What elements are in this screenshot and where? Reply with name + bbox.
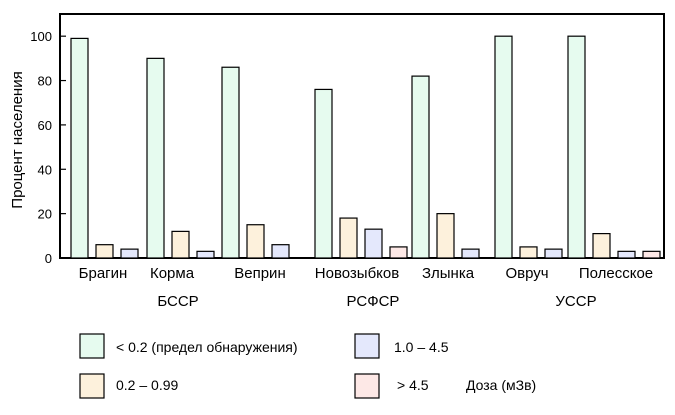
bar-Полесское-series-0 — [567, 35, 586, 259]
y-tick-label: 80 — [38, 74, 52, 89]
bar-Корма-series-1 — [171, 230, 190, 259]
bar-Злынка-series-1 — [436, 213, 455, 259]
bar-Новозыбков-series-0 — [314, 88, 333, 259]
category-label: Брагин — [79, 265, 128, 282]
y-tick-label: 60 — [38, 118, 52, 133]
y-tick-label: 20 — [38, 207, 52, 222]
y-tick-label: 100 — [30, 29, 52, 44]
legend-title: Доза (мЗв) — [466, 377, 536, 393]
y-tick-label: 0 — [45, 251, 52, 266]
bar-Полесское-series-2 — [617, 250, 636, 259]
group-label: БССР — [157, 293, 198, 310]
category-label: Злынка — [422, 265, 475, 282]
legend: < 0.2 (предел обнаружения) 0.2 – 0.99 1.0 … — [79, 333, 536, 399]
y-tick-label: 40 — [38, 162, 52, 177]
y-axis: 0 20 40 60 80 100 — [30, 29, 66, 266]
y-axis-label: Процент населения — [9, 71, 26, 208]
bars-layer — [70, 35, 661, 259]
legend-label: < 0.2 (предел обнаружения) — [116, 339, 298, 355]
legend-label: 1.0 – 4.5 — [394, 339, 449, 355]
bar-Брагин-series-2 — [120, 248, 139, 259]
group-label: УССР — [555, 293, 596, 310]
bar-Веприн-series-2 — [271, 244, 290, 259]
category-label: Полесское — [579, 265, 653, 282]
bar-Новозыбков-series-2 — [364, 228, 383, 259]
category-label: Корма — [150, 265, 195, 282]
bar-Брагин-series-1 — [95, 244, 114, 259]
legend-swatch — [354, 373, 380, 399]
category-label: Новозыбков — [315, 265, 399, 282]
bar-Брагин-series-0 — [70, 37, 89, 259]
group-label: РСФСР — [347, 293, 400, 310]
category-label: Веприн — [234, 265, 285, 282]
bar-Корма-series-2 — [196, 250, 215, 259]
bar-Овруч-series-1 — [519, 246, 538, 259]
bar-Злынка-series-2 — [461, 248, 480, 259]
legend-swatch — [79, 373, 105, 399]
legend-label: > 4.5 — [397, 377, 429, 393]
bar-Злынка-series-0 — [411, 75, 430, 259]
legend-swatch — [79, 333, 105, 359]
bar-Новозыбков-series-1 — [339, 217, 358, 259]
category-label: Овруч — [505, 265, 548, 282]
bar-Веприн-series-1 — [246, 224, 265, 259]
plot-frame — [59, 13, 665, 259]
legend-label: 0.2 – 0.99 — [116, 377, 178, 393]
x-axis: Брагин Корма Веприн Новозыбков Злынка Овруч По… — [79, 265, 653, 310]
bar-Полесское-series-1 — [592, 233, 611, 259]
bar-Овруч-series-0 — [494, 35, 513, 259]
plot-border — [59, 13, 665, 259]
bar-Корма-series-0 — [146, 57, 165, 259]
legend-swatch — [354, 333, 380, 359]
bar-Веприн-series-0 — [221, 66, 240, 259]
bar-Полесское-series-3 — [642, 250, 661, 259]
bar-Новозыбков-series-3 — [389, 246, 408, 259]
bar-Овруч-series-2 — [544, 248, 563, 259]
